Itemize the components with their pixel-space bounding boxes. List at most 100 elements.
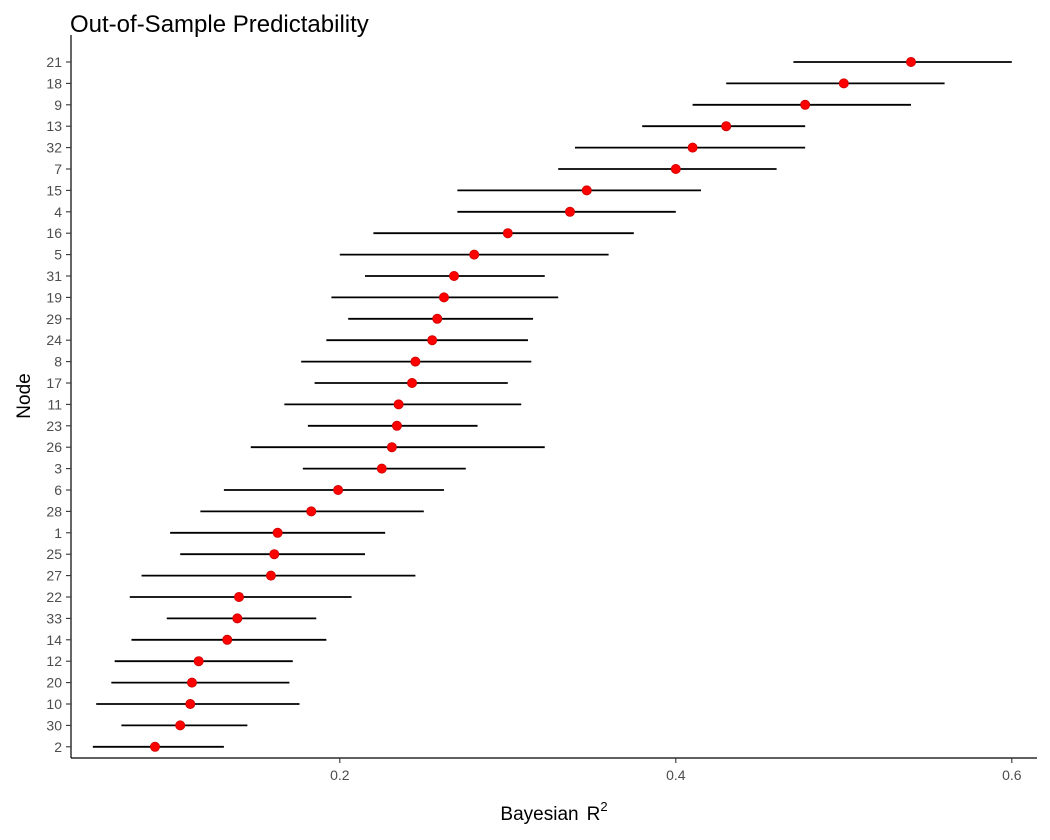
node-row-33 [166,613,317,624]
y-axis: 21 18 9 13 32 7 15 4 16 5 31 19 29 24 8 17 11 23 26 3 6 28 1 25… [46,54,71,755]
point-12 [193,656,204,667]
y-axis-title: Node [14,373,35,418]
point-27 [265,570,276,581]
x-axis-title-symbol: R [587,804,601,825]
point-5 [469,249,480,260]
node-row-3 [302,463,466,474]
node-row-7 [558,163,777,174]
y-tick-label-7: 7 [54,161,62,177]
point-30 [175,720,186,731]
x-axis-title-exponent: 2 [600,799,607,814]
x-tick-label-1: 0.4 [666,767,686,783]
x-axis: 0.2 0.4 0.6 [330,758,1022,783]
y-tick-label-22: 22 [46,589,62,605]
y-tick-label-1: 1 [54,525,62,541]
node-row-28 [200,506,424,517]
y-tick-label-19: 19 [46,289,62,305]
node-row-24 [326,335,528,346]
point-32 [687,142,698,153]
node-row-32 [575,142,806,153]
y-tick-label-8: 8 [54,354,62,370]
node-row-30 [121,720,248,731]
node-row-16 [373,228,634,239]
node-row-2 [92,741,224,752]
y-tick-label-10: 10 [46,696,62,712]
x-tick-label-2: 0.6 [1002,767,1022,783]
node-row-18 [726,78,945,89]
y-tick-label-15: 15 [46,182,62,198]
point-23 [391,420,402,431]
node-row-1 [170,527,386,538]
y-tick-label-28: 28 [46,503,62,519]
point-16 [502,228,513,239]
y-tick-label-21: 21 [46,54,62,70]
node-row-29 [348,313,533,324]
point-26 [386,442,397,453]
y-tick-label-3: 3 [54,461,62,477]
y-tick-label-14: 14 [46,632,62,648]
y-tick-label-33: 33 [46,610,62,626]
point-10 [185,699,196,710]
point-31 [449,270,460,281]
y-tick-label-13: 13 [46,118,62,134]
node-row-5 [339,249,609,260]
node-row-4 [457,206,676,217]
node-row-26 [250,442,545,453]
y-tick-label-29: 29 [46,311,62,327]
x-tick-label-0: 0.2 [330,767,350,783]
node-row-12 [114,656,293,667]
x-axis-title: Bayesian R2 [500,799,607,825]
point-28 [306,506,317,517]
y-tick-label-27: 27 [46,568,62,584]
y-tick-label-11: 11 [47,396,62,412]
point-2 [149,741,160,752]
y-tick-label-23: 23 [46,418,62,434]
point-11 [393,399,404,410]
y-tick-label-9: 9 [54,97,62,113]
point-21 [906,57,917,68]
point-13 [721,121,732,132]
node-row-27 [141,570,416,581]
point-24 [427,335,438,346]
node-row-15 [457,185,701,196]
node-row-21 [793,57,1012,68]
point-25 [269,549,280,560]
node-row-14 [131,634,327,645]
x-axis-title-text: Bayesian [500,804,578,825]
point-6 [333,484,344,495]
point-19 [438,292,449,303]
point-17 [407,377,418,388]
node-row-22 [129,592,352,603]
node-row-17 [314,377,508,388]
node-row-8 [301,356,532,367]
y-tick-label-2: 2 [54,739,62,755]
point-14 [222,634,233,645]
y-tick-label-6: 6 [54,482,62,498]
y-tick-label-17: 17 [46,375,62,391]
node-row-13 [642,121,806,132]
point-22 [233,592,244,603]
point-3 [376,463,387,474]
plot-area [92,57,1012,752]
point-1 [272,527,283,538]
y-tick-label-12: 12 [46,653,62,669]
point-15 [581,185,592,196]
y-tick-label-16: 16 [46,225,62,241]
node-row-31 [365,270,545,281]
point-4 [564,206,575,217]
y-tick-label-26: 26 [46,439,62,455]
point-29 [432,313,443,324]
point-8 [410,356,421,367]
point-7 [670,163,681,174]
y-tick-label-18: 18 [46,75,62,91]
node-row-10 [96,699,300,710]
node-row-25 [180,549,365,560]
y-tick-label-24: 24 [46,332,62,348]
node-row-11 [284,399,522,410]
node-row-23 [307,420,478,431]
point-20 [186,677,197,688]
node-row-19 [331,292,559,303]
node-row-6 [223,484,444,495]
y-tick-label-25: 25 [46,546,62,562]
